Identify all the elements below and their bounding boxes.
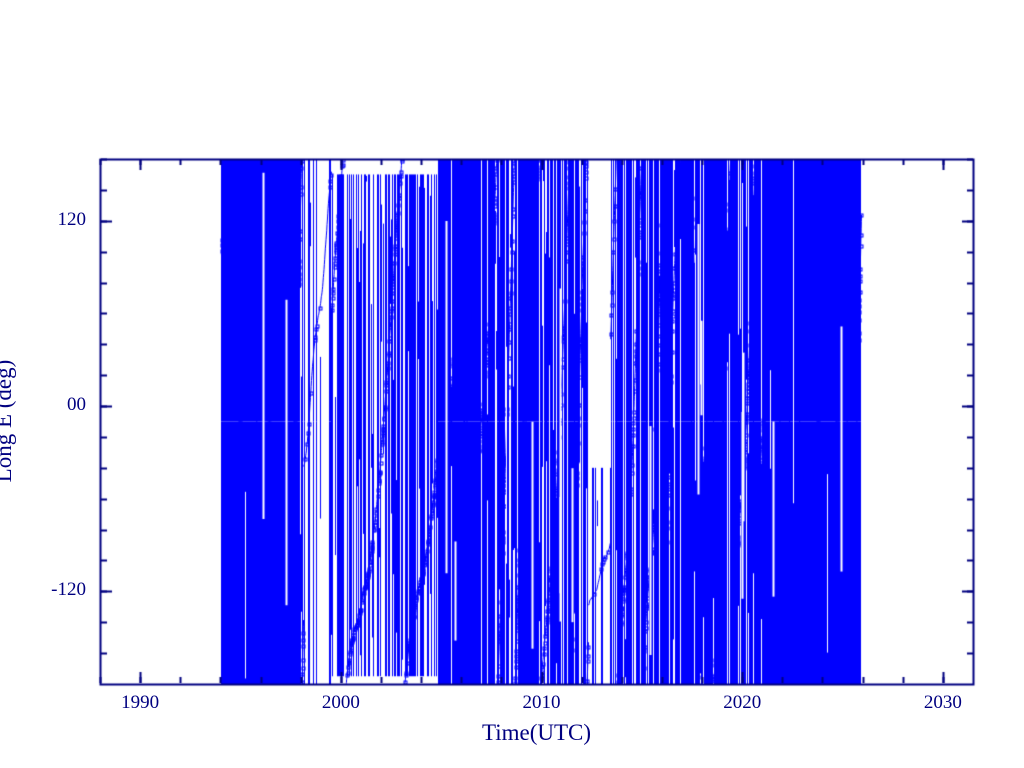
y-axis-tick-label-00: 00	[67, 394, 86, 416]
y-axis-title: Long E (deg)	[0, 359, 16, 482]
x-axis-tick-label-2000: 2000	[321, 692, 360, 713]
x-axis-tick-label-2030: 2030	[923, 692, 962, 713]
x-axis-tick-label-2010: 2010	[522, 692, 561, 713]
x-axis-title: Time(UTC)	[481, 720, 592, 745]
x-axis-tick-label-1990: 1990	[121, 692, 160, 713]
y-axis-tick-label-120: 120	[57, 208, 87, 230]
x-axis-tick-label-2020: 2020	[723, 692, 762, 713]
y-axis-tick-label-neg120: -120	[51, 579, 86, 601]
